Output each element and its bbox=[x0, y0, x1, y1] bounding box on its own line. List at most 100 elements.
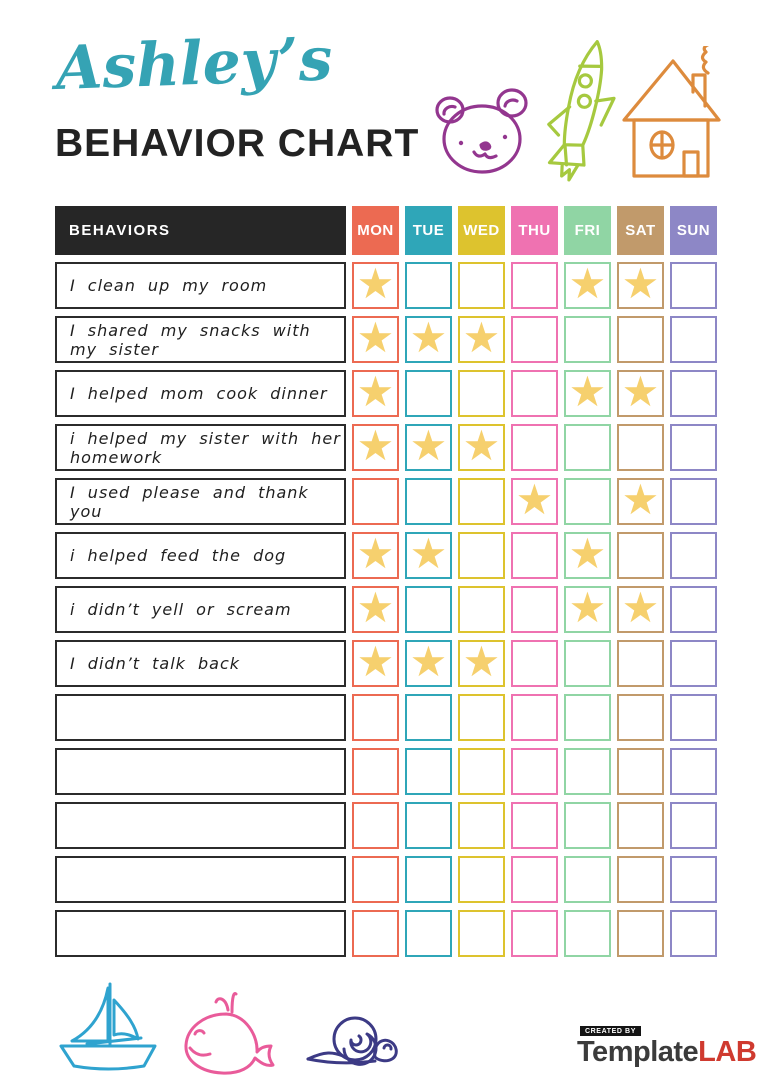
star-cell-sat[interactable]: ★ bbox=[617, 262, 664, 309]
star-cell-wed[interactable]: ★ bbox=[458, 424, 505, 471]
star-cell-sun[interactable] bbox=[670, 856, 717, 903]
star-cell-wed[interactable] bbox=[458, 856, 505, 903]
star-cell-thu[interactable] bbox=[511, 262, 558, 309]
star-cell-wed[interactable] bbox=[458, 910, 505, 957]
star-cell-sun[interactable] bbox=[670, 910, 717, 957]
star-cell-tue[interactable] bbox=[405, 370, 452, 417]
star-cell-sun[interactable] bbox=[670, 640, 717, 687]
star-cell-tue[interactable] bbox=[405, 802, 452, 849]
star-cell-thu[interactable] bbox=[511, 802, 558, 849]
star-cell-thu[interactable] bbox=[511, 424, 558, 471]
star-cell-sat[interactable] bbox=[617, 910, 664, 957]
star-cell-fri[interactable] bbox=[564, 802, 611, 849]
star-cell-fri[interactable]: ★ bbox=[564, 586, 611, 633]
star-cell-mon[interactable] bbox=[352, 856, 399, 903]
star-cell-thu[interactable]: ★ bbox=[511, 478, 558, 525]
behavior-row-label[interactable]: I used please and thank you bbox=[55, 478, 346, 525]
star-cell-sun[interactable] bbox=[670, 748, 717, 795]
star-cell-mon[interactable]: ★ bbox=[352, 262, 399, 309]
star-cell-sun[interactable] bbox=[670, 316, 717, 363]
star-cell-sat[interactable] bbox=[617, 532, 664, 579]
star-cell-wed[interactable] bbox=[458, 802, 505, 849]
star-cell-fri[interactable] bbox=[564, 910, 611, 957]
star-cell-fri[interactable]: ★ bbox=[564, 370, 611, 417]
star-cell-sat[interactable]: ★ bbox=[617, 478, 664, 525]
star-cell-sat[interactable]: ★ bbox=[617, 586, 664, 633]
behavior-row-label[interactable]: i didn’t yell or scream bbox=[55, 586, 346, 633]
star-cell-fri[interactable] bbox=[564, 748, 611, 795]
star-cell-wed[interactable] bbox=[458, 262, 505, 309]
star-cell-wed[interactable] bbox=[458, 586, 505, 633]
star-cell-fri[interactable] bbox=[564, 424, 611, 471]
star-cell-wed[interactable] bbox=[458, 370, 505, 417]
behavior-row-label[interactable]: i helped feed the dog bbox=[55, 532, 346, 579]
behavior-row-label[interactable]: I clean up my room bbox=[55, 262, 346, 309]
star-cell-wed[interactable] bbox=[458, 748, 505, 795]
star-cell-fri[interactable] bbox=[564, 856, 611, 903]
star-cell-fri[interactable] bbox=[564, 694, 611, 741]
star-cell-sat[interactable] bbox=[617, 856, 664, 903]
star-cell-tue[interactable] bbox=[405, 262, 452, 309]
star-cell-tue[interactable] bbox=[405, 910, 452, 957]
star-cell-sun[interactable] bbox=[670, 478, 717, 525]
star-cell-tue[interactable]: ★ bbox=[405, 316, 452, 363]
star-cell-sat[interactable] bbox=[617, 316, 664, 363]
star-cell-tue[interactable] bbox=[405, 586, 452, 633]
star-cell-tue[interactable]: ★ bbox=[405, 532, 452, 579]
behavior-row-label[interactable]: i helped my sister with her homework bbox=[55, 424, 346, 471]
star-cell-sun[interactable] bbox=[670, 262, 717, 309]
star-cell-mon[interactable]: ★ bbox=[352, 640, 399, 687]
star-cell-sat[interactable] bbox=[617, 424, 664, 471]
star-cell-fri[interactable] bbox=[564, 640, 611, 687]
star-cell-mon[interactable]: ★ bbox=[352, 424, 399, 471]
star-cell-thu[interactable] bbox=[511, 856, 558, 903]
star-cell-thu[interactable] bbox=[511, 694, 558, 741]
star-cell-thu[interactable] bbox=[511, 640, 558, 687]
star-cell-sun[interactable] bbox=[670, 586, 717, 633]
star-cell-mon[interactable] bbox=[352, 910, 399, 957]
star-cell-tue[interactable]: ★ bbox=[405, 424, 452, 471]
behavior-row-label[interactable] bbox=[55, 748, 346, 795]
star-cell-wed[interactable] bbox=[458, 532, 505, 579]
behavior-row-label[interactable]: I helped mom cook dinner bbox=[55, 370, 346, 417]
star-cell-tue[interactable]: ★ bbox=[405, 640, 452, 687]
star-cell-fri[interactable] bbox=[564, 478, 611, 525]
star-cell-sun[interactable] bbox=[670, 424, 717, 471]
behavior-row-label[interactable] bbox=[55, 802, 346, 849]
star-cell-sun[interactable] bbox=[670, 370, 717, 417]
star-cell-thu[interactable] bbox=[511, 370, 558, 417]
star-cell-mon[interactable] bbox=[352, 694, 399, 741]
behavior-row-label[interactable] bbox=[55, 694, 346, 741]
star-cell-tue[interactable] bbox=[405, 694, 452, 741]
star-cell-sat[interactable] bbox=[617, 748, 664, 795]
star-cell-tue[interactable] bbox=[405, 856, 452, 903]
behavior-row-label[interactable]: I shared my snacks with my sister bbox=[55, 316, 346, 363]
star-cell-mon[interactable]: ★ bbox=[352, 586, 399, 633]
star-cell-fri[interactable] bbox=[564, 316, 611, 363]
star-cell-thu[interactable] bbox=[511, 748, 558, 795]
star-cell-sat[interactable] bbox=[617, 802, 664, 849]
star-cell-wed[interactable]: ★ bbox=[458, 640, 505, 687]
behavior-row-label[interactable] bbox=[55, 910, 346, 957]
star-cell-thu[interactable] bbox=[511, 910, 558, 957]
star-cell-sat[interactable] bbox=[617, 694, 664, 741]
star-cell-mon[interactable] bbox=[352, 478, 399, 525]
star-cell-sat[interactable]: ★ bbox=[617, 370, 664, 417]
star-cell-thu[interactable] bbox=[511, 532, 558, 579]
star-cell-sun[interactable] bbox=[670, 802, 717, 849]
star-cell-tue[interactable] bbox=[405, 478, 452, 525]
star-cell-mon[interactable] bbox=[352, 748, 399, 795]
star-cell-sat[interactable] bbox=[617, 640, 664, 687]
star-cell-fri[interactable]: ★ bbox=[564, 532, 611, 579]
star-cell-thu[interactable] bbox=[511, 586, 558, 633]
star-cell-wed[interactable] bbox=[458, 694, 505, 741]
star-cell-thu[interactable] bbox=[511, 316, 558, 363]
star-cell-mon[interactable] bbox=[352, 802, 399, 849]
star-cell-sun[interactable] bbox=[670, 532, 717, 579]
star-cell-mon[interactable]: ★ bbox=[352, 370, 399, 417]
star-cell-sun[interactable] bbox=[670, 694, 717, 741]
behavior-row-label[interactable]: I didn’t talk back bbox=[55, 640, 346, 687]
star-cell-wed[interactable] bbox=[458, 478, 505, 525]
behavior-row-label[interactable] bbox=[55, 856, 346, 903]
star-cell-wed[interactable]: ★ bbox=[458, 316, 505, 363]
